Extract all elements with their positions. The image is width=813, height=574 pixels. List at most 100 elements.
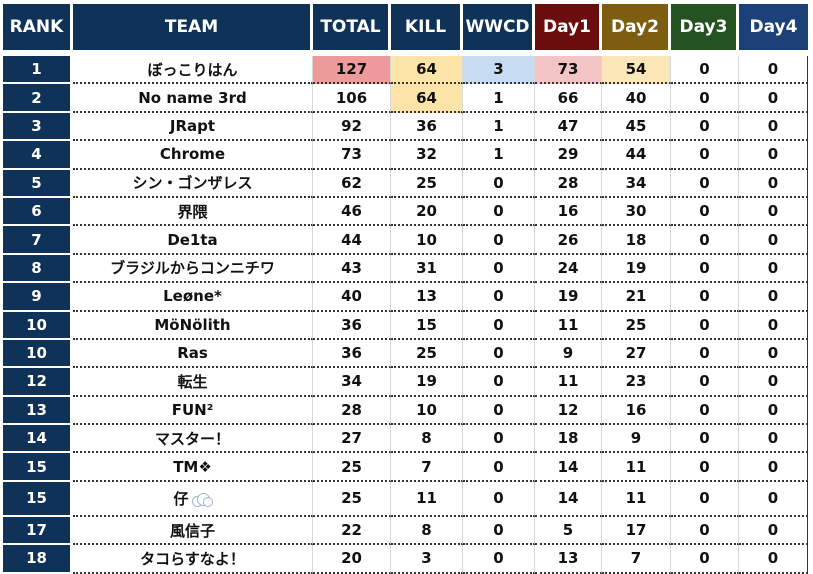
day3-cell: 0: [671, 169, 739, 198]
total-cell: 127: [313, 56, 391, 85]
total-cell: 43: [313, 254, 391, 284]
day1-cell: 28: [535, 169, 602, 198]
total-cell: 25: [313, 453, 391, 482]
header-total: TOTAL: [313, 4, 391, 56]
team-name: ぼっこりはん: [147, 60, 238, 79]
day1-cell: 66: [535, 84, 602, 113]
day4-cell: 0: [739, 453, 808, 482]
day3-cell: 0: [671, 339, 739, 369]
kill-cell: 31: [391, 254, 463, 284]
total-cell: 28: [313, 396, 391, 426]
team-cell: Chrome: [73, 141, 313, 170]
team-cell: 転生: [73, 368, 313, 397]
day4-cell: 0: [739, 283, 808, 312]
rank-cell: 3: [3, 112, 73, 142]
wwcd-cell: 1: [463, 141, 535, 170]
day1-cell: 24: [535, 254, 602, 284]
kill-cell: 19: [391, 368, 463, 397]
team-name: Ras: [177, 344, 208, 363]
day3-cell: 0: [671, 311, 739, 340]
header-rank: RANK: [3, 4, 73, 56]
total-cell: 73: [313, 141, 391, 170]
rank-cell: 1: [3, 56, 73, 85]
day1-cell: 29: [535, 141, 602, 170]
day1-cell: 73: [535, 56, 602, 85]
rank-cell: 15: [3, 481, 73, 517]
day4-cell: 0: [739, 339, 808, 369]
team-name: タコらすなよ！: [140, 549, 245, 568]
day1-cell: 9: [535, 339, 602, 369]
wwcd-cell: 0: [463, 226, 535, 255]
total-cell: 44: [313, 226, 391, 255]
kill-cell: 20: [391, 197, 463, 227]
wwcd-cell: 0: [463, 453, 535, 482]
wwcd-cell: 0: [463, 425, 535, 454]
rank-cell: 2: [3, 84, 73, 113]
day1-cell: 47: [535, 112, 602, 142]
header-day4: Day4: [739, 4, 808, 56]
kill-cell: 36: [391, 112, 463, 142]
total-cell: 27: [313, 425, 391, 454]
team-cell: TM❖: [73, 453, 313, 482]
day1-cell: 13: [535, 545, 602, 574]
kill-cell: 32: [391, 141, 463, 170]
table-row: 3 JRapt 92 36 1 47 45 0 0: [3, 112, 808, 142]
wwcd-cell: 0: [463, 481, 535, 517]
total-cell: 92: [313, 112, 391, 142]
day3-cell: 0: [671, 453, 739, 482]
kill-cell: 11: [391, 481, 463, 517]
day1-cell: 18: [535, 425, 602, 454]
rank-cell: 9: [3, 283, 73, 312]
day2-cell: 44: [602, 141, 671, 170]
team-cell: ぼっこりはん: [73, 56, 313, 85]
standings-board: RANK TEAM TOTAL KILL WWCD Day1 Day2 Day3…: [3, 4, 808, 574]
rank-cell: 8: [3, 254, 73, 284]
team-cell: MöNölith: [73, 311, 313, 340]
standings-table: RANK TEAM TOTAL KILL WWCD Day1 Day2 Day3…: [3, 4, 808, 574]
kill-cell: 7: [391, 453, 463, 482]
team-name: ブラジルからコンニチワ: [110, 259, 275, 278]
day2-cell: 23: [602, 368, 671, 397]
rank-cell: 14: [3, 425, 73, 454]
table-row: 10 MöNölith 36 15 0 11 25 0 0: [3, 311, 808, 340]
total-cell: 36: [313, 311, 391, 340]
total-cell: 20: [313, 545, 391, 574]
header-team: TEAM: [73, 4, 313, 56]
wwcd-cell: 0: [463, 396, 535, 426]
day4-cell: 0: [739, 425, 808, 454]
day3-cell: 0: [671, 84, 739, 113]
team-name: 転生: [177, 372, 208, 391]
table-row: 7 De1ta 44 10 0 26 18 0 0: [3, 226, 808, 255]
team-cell: 界隈: [73, 197, 313, 227]
day4-cell: 0: [739, 545, 808, 574]
team-cell: JRapt: [73, 112, 313, 142]
table-row: 1 ぼっこりはん 127 64 3 73 54 0 0: [3, 56, 808, 85]
wwcd-cell: 1: [463, 84, 535, 113]
table-row: 4 Chrome 73 32 1 29 44 0 0: [3, 141, 808, 170]
team-cell: シン・ゴンザレス: [73, 169, 313, 198]
wwcd-cell: 0: [463, 516, 535, 546]
team-cell: Leøne*: [73, 283, 313, 312]
table-row: 12 転生 34 19 0 11 23 0 0: [3, 368, 808, 397]
day1-cell: 19: [535, 283, 602, 312]
day1-cell: 12: [535, 396, 602, 426]
wwcd-cell: 0: [463, 311, 535, 340]
team-name: De1ta: [167, 230, 218, 249]
team-name: Leøne*: [163, 287, 222, 306]
kill-cell: 8: [391, 516, 463, 546]
total-cell: 46: [313, 197, 391, 227]
table-row: 2 No name 3rd 106 64 1 66 40 0 0: [3, 84, 808, 113]
day3-cell: 0: [671, 141, 739, 170]
kill-cell: 15: [391, 311, 463, 340]
day4-cell: 0: [739, 56, 808, 85]
team-cell: FUN²: [73, 396, 313, 426]
day1-cell: 26: [535, 226, 602, 255]
team-cell: No name 3rd: [73, 84, 313, 113]
rank-cell: 4: [3, 141, 73, 170]
day1-cell: 5: [535, 516, 602, 546]
day2-cell: 40: [602, 84, 671, 113]
team-name: 界隈: [177, 202, 208, 221]
kill-cell: 8: [391, 425, 463, 454]
team-name: 仔: [173, 489, 189, 508]
day4-cell: 0: [739, 311, 808, 340]
